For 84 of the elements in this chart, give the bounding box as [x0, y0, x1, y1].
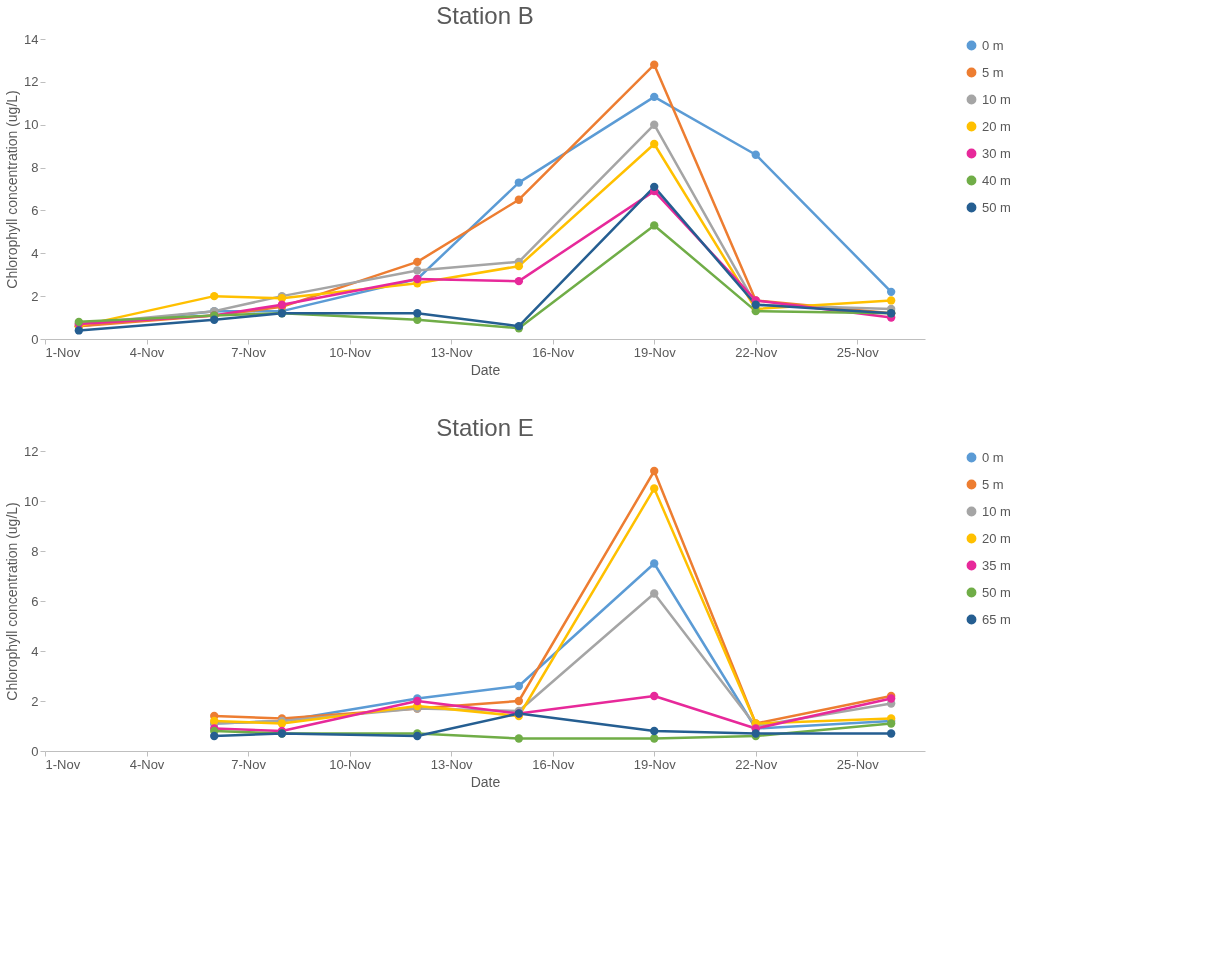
- x-tick-label: 1-Nov: [45, 344, 81, 360]
- point: [210, 291, 219, 301]
- point: [210, 315, 219, 324]
- point: [514, 195, 524, 204]
- point: [886, 296, 896, 305]
- point: [650, 484, 659, 493]
- y-tick-label: 0: [31, 331, 39, 347]
- x-tick-label: 10-Nov: [329, 756, 372, 772]
- x-tick-label: 16-Nov: [532, 756, 575, 772]
- point: [650, 92, 659, 102]
- x-tick-label: 16-Nov: [532, 344, 575, 360]
- point: [413, 309, 422, 318]
- y-tick-label: 8: [31, 543, 39, 559]
- point: [650, 726, 659, 736]
- point: [514, 276, 524, 286]
- legend-label: 40 m: [982, 172, 1011, 188]
- x-tick-label: 10-Nov: [329, 344, 372, 360]
- point: [886, 729, 896, 738]
- point: [514, 261, 524, 271]
- point: [886, 287, 896, 297]
- legend-label: 5 m: [982, 64, 1004, 80]
- point: [650, 589, 659, 598]
- y-tick-label: 6: [31, 202, 39, 218]
- point: [650, 734, 659, 743]
- x-tick-label: 25-Nov: [836, 756, 880, 772]
- y-tick-label: 4: [31, 643, 39, 659]
- legend-label: 20 m: [982, 118, 1011, 134]
- point: [413, 257, 422, 267]
- point: [514, 734, 524, 743]
- y-axis-title: Chlorophyll concentration (ug/L): [4, 90, 21, 289]
- y-tick-label: 6: [31, 593, 39, 609]
- x-tick-label: 19-Nov: [633, 756, 677, 772]
- y-tick-label: 12: [24, 443, 39, 459]
- x-tick-label: 1-Nov: [45, 756, 81, 772]
- x-tick-label: 4-Nov: [129, 344, 165, 360]
- x-tick-label: 13-Nov: [430, 344, 474, 360]
- x-tick-label: 22-Nov: [735, 756, 778, 772]
- y-tick-label: 2: [31, 288, 39, 304]
- x-tick-label: 22-Nov: [735, 344, 778, 360]
- y-tick-label: 12: [24, 74, 39, 90]
- y-tick-label: 0: [31, 743, 39, 759]
- y-tick-label: 14: [24, 31, 39, 47]
- point: [650, 559, 659, 568]
- point: [413, 266, 422, 275]
- point: [650, 120, 659, 129]
- y-axis-title: Chlorophyll concentration (ug/L): [4, 502, 21, 701]
- legend-label: 10 m: [982, 91, 1011, 107]
- point: [74, 326, 84, 335]
- x-tick-label: 19-Nov: [633, 344, 677, 360]
- x-axis-title: Date: [470, 773, 501, 790]
- y-tick-label: 8: [31, 160, 39, 176]
- point: [650, 60, 659, 69]
- x-tick-label: 13-Nov: [430, 756, 474, 772]
- x-axis-title: Date: [470, 361, 501, 378]
- chart-title: Station E: [436, 414, 534, 441]
- point: [650, 466, 659, 476]
- point: [650, 139, 659, 149]
- chart-title: Station B: [436, 2, 534, 29]
- point: [514, 696, 524, 706]
- legend-label: 0 m: [982, 449, 1004, 465]
- point: [650, 691, 659, 701]
- point: [751, 150, 760, 159]
- y-tick-label: 10: [24, 493, 39, 509]
- point: [514, 681, 524, 691]
- legend-label: 50 m: [982, 199, 1011, 215]
- point: [514, 178, 524, 187]
- legend-label: 35 m: [982, 557, 1011, 573]
- legend-label: 20 m: [982, 530, 1011, 546]
- legend-label: 0 m: [982, 37, 1004, 53]
- legend-label: 65 m: [982, 611, 1011, 627]
- point: [650, 221, 659, 230]
- y-tick-label: 4: [31, 245, 39, 261]
- legend-label: 30 m: [982, 145, 1011, 161]
- legend-label: 50 m: [982, 584, 1011, 600]
- x-tick-label: 7-Nov: [231, 344, 267, 360]
- x-tick-label: 4-Nov: [129, 756, 165, 772]
- legend-label: 10 m: [982, 503, 1011, 519]
- point: [650, 182, 659, 192]
- x-tick-label: 7-Nov: [231, 756, 267, 772]
- legend-label: 5 m: [982, 476, 1004, 492]
- y-tick-label: 2: [31, 693, 39, 709]
- y-tick-label: 10: [24, 117, 39, 133]
- point: [210, 731, 219, 741]
- x-tick-label: 25-Nov: [836, 344, 880, 360]
